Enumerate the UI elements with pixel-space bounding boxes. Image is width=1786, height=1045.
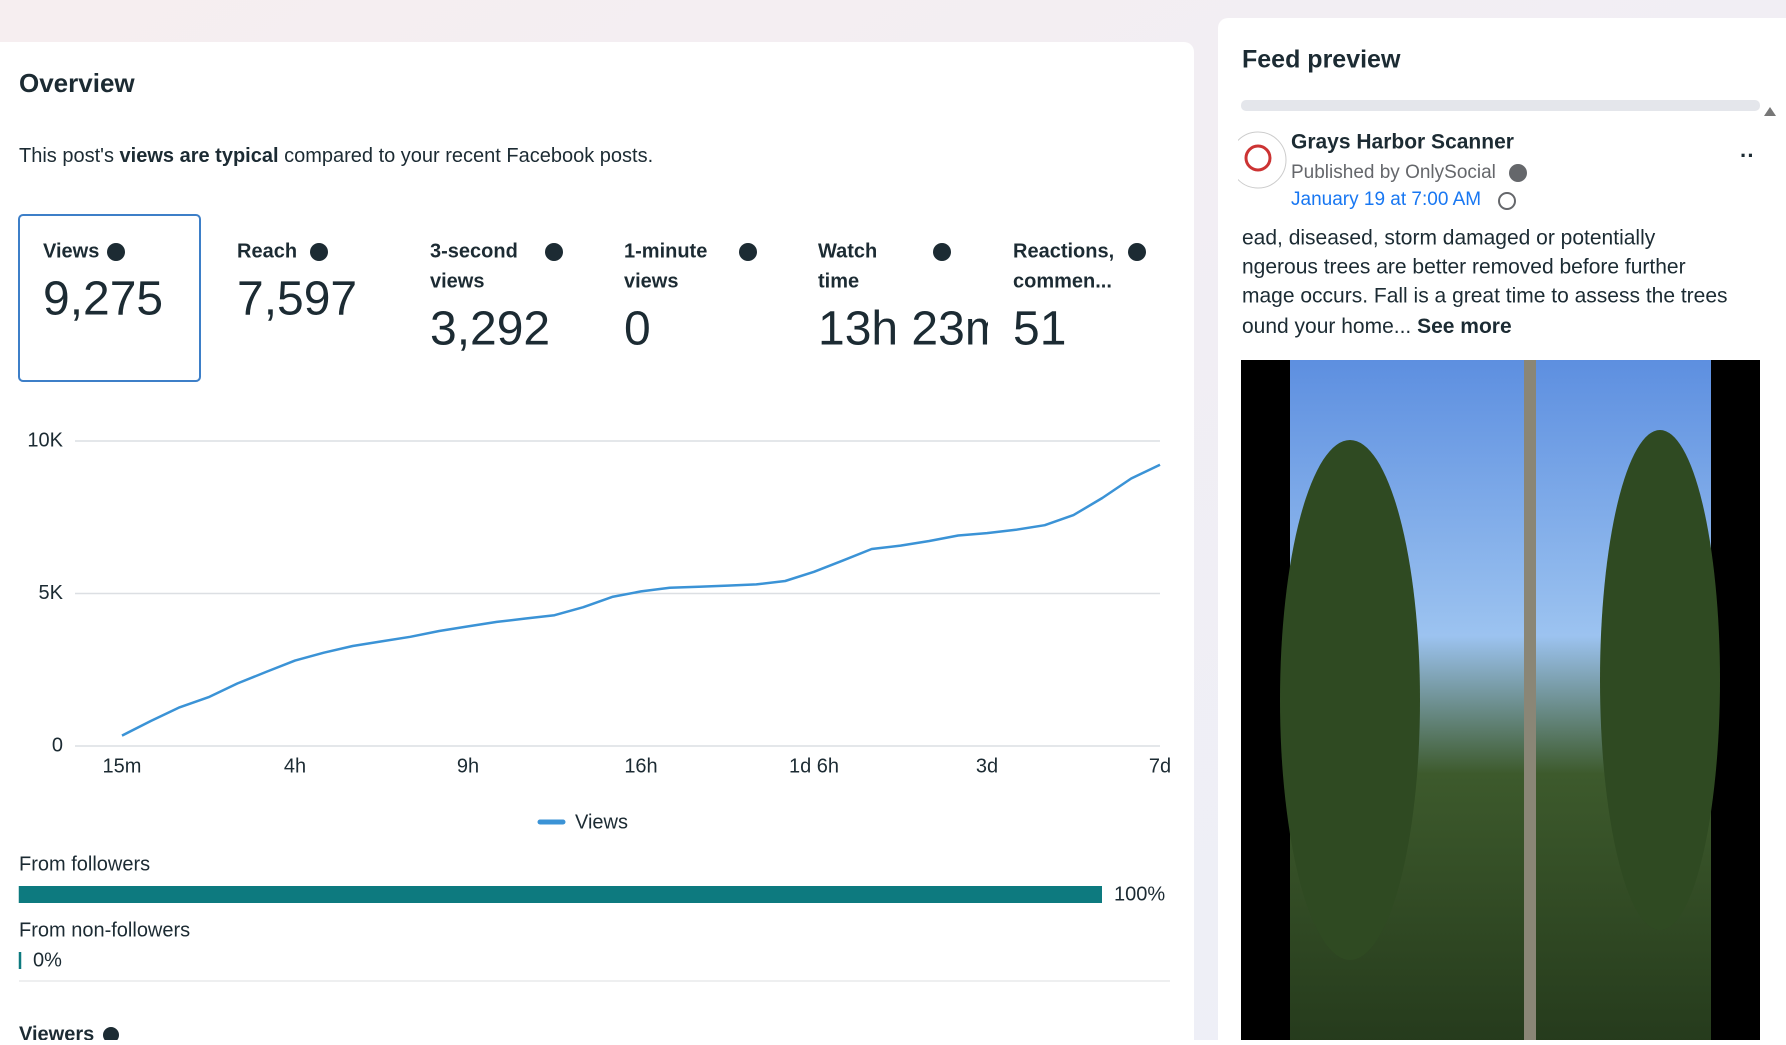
metric-label: Reactions, [1013,240,1114,262]
summary-bold: views are typical [120,145,279,167]
metric-value: 51 [1013,303,1066,356]
post-date[interactable]: January 19 at 7:00 AM [1291,189,1481,210]
info-icon[interactable] [107,243,125,261]
info-icon[interactable] [933,243,951,261]
viewers-title: Viewers [19,1023,94,1040]
legend-label[interactable]: Views [575,811,628,833]
y-tick-label: 10K [27,429,63,451]
x-tick-label: 16h [624,755,657,777]
x-tick-label: 9h [457,755,479,777]
y-tick-label: 0 [52,734,63,756]
more-menu[interactable]: ·· [1740,143,1755,168]
video-tree [1524,360,1536,1045]
info-icon[interactable] [103,1027,119,1043]
x-tick-label: 7d [1149,755,1171,777]
page-name[interactable]: Grays Harbor Scanner [1291,131,1514,154]
post-text: ead, diseased, storm damaged or potentia… [1242,227,1656,250]
audience-value: 0% [33,949,62,971]
feed-title: Feed preview [1242,46,1401,74]
metric-value: 7,597 [237,273,357,326]
metric-label: Reach [237,240,297,262]
avatar[interactable] [1230,131,1287,189]
x-tick-label: 15m [103,755,142,777]
metric-value: 0 [624,303,651,356]
overview-title: Overview [19,68,135,98]
metric-label: views [624,270,678,292]
video-foliage [1280,440,1420,960]
metric-label: views [430,270,484,292]
info-icon[interactable] [1128,243,1146,261]
metric-value: 3,292 [430,303,550,356]
metric-label: Watch [818,240,877,262]
audience-bar [19,886,1102,903]
audience-value: 100% [1114,883,1165,905]
chart: 0 5K 10K 15m 4h 9h 16h 1d 6h 3d 7d Views [27,429,1171,833]
metric-label: time [818,270,859,292]
summary-text: This post's [19,145,120,167]
video-foliage [1600,430,1720,930]
x-tick-label: 1d 6h [789,755,839,777]
help-icon[interactable] [1509,164,1527,182]
scroll-arrow[interactable] [1764,107,1776,116]
metric-value: 9,275 [43,273,163,326]
scrollbar[interactable] [1241,100,1760,111]
info-icon[interactable] [310,243,328,261]
metric-label: commen... [1013,270,1112,292]
info-icon[interactable] [545,243,563,261]
x-tick-label: 3d [976,755,998,777]
summary: This post's views are typical compared t… [19,145,653,167]
post-text: ound your home... [1242,315,1417,338]
metrics: Views 9,275 Reach 7,597 3-second views 3,292 1-… [43,240,1146,356]
globe-icon [1498,192,1516,210]
audience: From followers 100% From non-followers 0% [18,853,1165,971]
line [121,463,1161,737]
selected-metric-card[interactable] [18,214,201,382]
info-icon[interactable] [739,243,757,261]
x-tick-label: 4h [284,755,306,777]
y-tick-label: 5K [39,582,64,604]
see-more[interactable]: See more [1417,315,1512,338]
audience-label: From followers [19,853,150,875]
metric-label: 3-second [430,240,518,262]
avatar-icon [1244,144,1272,172]
post-text: mage occurs. Fall is a great time to ass… [1242,285,1728,308]
post-text: ngerous trees are better removed before … [1242,256,1686,279]
post-text: ound your home... See more [1242,315,1512,338]
metric-label: Views [43,240,99,262]
metric-value: 13h 23m [818,303,1005,356]
summary-text: compared to your recent Facebook posts. [279,145,654,167]
published-by: Published by OnlySocial [1291,162,1496,183]
audience-label: From non-followers [19,919,190,941]
overview-panel [0,42,1194,1045]
metric-label: 1-minute [624,240,707,262]
